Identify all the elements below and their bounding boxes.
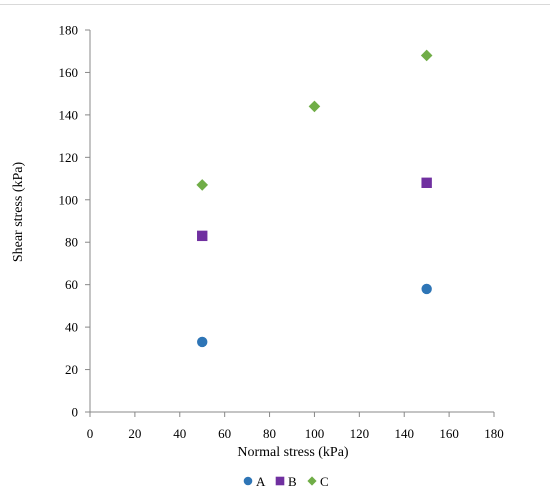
point-a bbox=[421, 283, 432, 295]
point-c bbox=[420, 49, 433, 62]
legend-marker-c bbox=[307, 476, 317, 486]
y-axis-label: Shear stress (kPa) bbox=[11, 162, 26, 263]
x-tick-label: 160 bbox=[439, 426, 459, 441]
legend-label-c: C bbox=[320, 474, 329, 489]
y-tick-label: 80 bbox=[65, 235, 78, 250]
legend-label-b: B bbox=[288, 474, 297, 489]
legend-marker-a bbox=[243, 476, 253, 486]
x-tick-label: 140 bbox=[394, 426, 414, 441]
point-b bbox=[421, 177, 432, 188]
y-tick-label: 140 bbox=[59, 107, 79, 122]
legend-marker-b bbox=[275, 476, 285, 486]
x-tick-label: 60 bbox=[218, 426, 231, 441]
y-tick-label: 60 bbox=[65, 277, 78, 292]
y-tick-label: 160 bbox=[59, 65, 79, 80]
point-c bbox=[308, 100, 321, 113]
point-a bbox=[197, 336, 208, 348]
legend: A B C bbox=[243, 474, 329, 489]
axes bbox=[89, 30, 494, 413]
y-tick-label: 40 bbox=[65, 320, 78, 335]
point-b bbox=[197, 230, 208, 242]
y-tick-label: 20 bbox=[65, 362, 78, 377]
x-tick-label: 80 bbox=[263, 426, 276, 441]
x-tick-label: 180 bbox=[484, 426, 504, 441]
top-divider bbox=[0, 4, 550, 5]
x-tick-label: 100 bbox=[305, 426, 325, 441]
y-tick-label: 180 bbox=[59, 23, 79, 38]
x-axis-label: Normal stress (kPa) bbox=[237, 445, 349, 460]
point-c bbox=[196, 179, 209, 191]
x-tick-label: 0 bbox=[87, 426, 94, 441]
data-points bbox=[196, 49, 433, 348]
y-axis-ticks: 0 20 40 60 80 100 120 140 160 180 bbox=[59, 23, 90, 420]
x-tick-label: 120 bbox=[350, 426, 370, 441]
x-tick-label: 40 bbox=[173, 426, 186, 441]
legend-label-a: A bbox=[256, 474, 266, 489]
x-tick-label: 20 bbox=[128, 426, 141, 441]
y-tick-label: 0 bbox=[72, 405, 79, 420]
y-tick-label: 120 bbox=[59, 150, 79, 165]
x-axis-ticks: 0 20 40 60 80 100 120 140 160 180 bbox=[87, 412, 504, 441]
y-tick-label: 100 bbox=[59, 192, 79, 207]
